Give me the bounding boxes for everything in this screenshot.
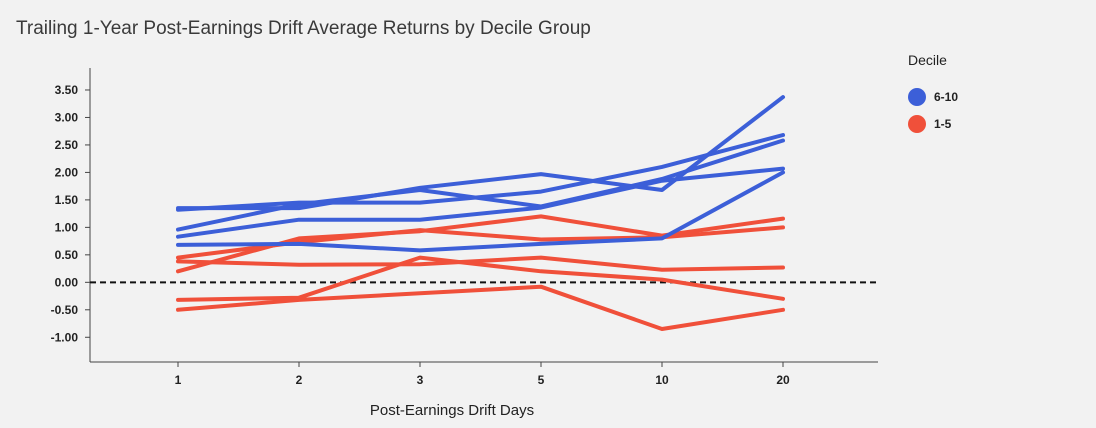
series-line-6-10-4: [176, 166, 785, 239]
legend-label: 1-5: [934, 117, 952, 131]
y-tick-label: 0.00: [55, 275, 79, 289]
x-tick-label: 3: [417, 373, 424, 387]
x-tick-label: 1: [175, 373, 182, 387]
x-tick-label: 5: [538, 373, 545, 387]
legend-swatch: [908, 115, 926, 133]
series-line-6-10-3: [176, 138, 785, 232]
x-tick-label: 2: [296, 373, 303, 387]
x-axis-label: Post-Earnings Drift Days: [370, 402, 534, 419]
y-tick-label: 2.50: [55, 138, 79, 152]
y-tick-label: 1.50: [55, 193, 79, 207]
x-tick-label: 20: [776, 373, 790, 387]
y-tick-label: -1.00: [51, 330, 79, 344]
series-line-6-10-5: [176, 170, 785, 253]
chart-title: Trailing 1-Year Post-Earnings Drift Aver…: [16, 18, 591, 39]
y-tick-label: 2.00: [55, 165, 79, 179]
y-tick-label: -0.50: [51, 303, 79, 317]
y-axis: 3.50 3.00 2.50 2.00 1.50 1.00 0.50 0.00 -0.50 -1.…: [51, 68, 91, 362]
legend-title: Decile: [908, 52, 947, 68]
y-tick-label: 3.50: [55, 83, 79, 97]
y-tick-label: 3.00: [55, 110, 79, 124]
series-line-1-5-8: [176, 255, 785, 272]
series-line-6-10-1: [176, 95, 785, 211]
series-line-1-5-9: [176, 255, 785, 302]
x-axis: 1 2 3 5 10 20: [90, 361, 878, 387]
legend: Decile 6-10 1-5: [908, 52, 958, 133]
series-line-1-5-10: [176, 284, 785, 331]
series-lines: [176, 95, 785, 331]
legend-label: 6-10: [934, 90, 958, 104]
x-tick-label: 10: [655, 373, 669, 387]
legend-swatch: [908, 88, 926, 106]
y-tick-label: 0.50: [55, 248, 79, 262]
y-tick-label: 1.00: [55, 220, 79, 234]
